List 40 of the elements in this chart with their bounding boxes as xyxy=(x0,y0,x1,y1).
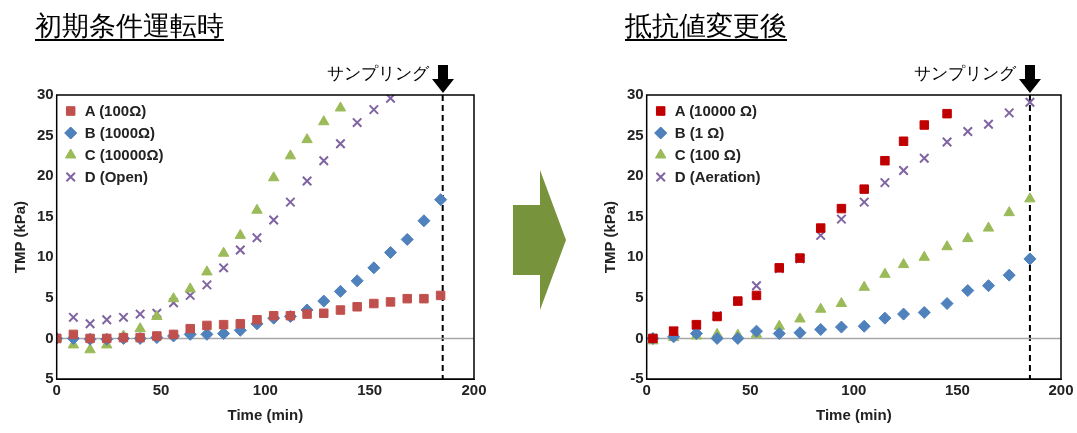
y-tick-label: 30 xyxy=(627,85,644,103)
y-tick-label: 0 xyxy=(45,328,54,346)
y-tick-label: 30 xyxy=(37,85,54,103)
x-tick-label: 150 xyxy=(357,381,383,399)
legend-label: B (1 Ω) xyxy=(674,124,725,142)
legend-label: D (Aeration) xyxy=(674,168,761,186)
x-tick-label: 200 xyxy=(461,381,487,399)
ref-line-label: サンプリング xyxy=(326,62,430,83)
y-tick-label: 5 xyxy=(45,288,54,305)
y-tick-label: 20 xyxy=(627,166,644,184)
y-tick-label: 5 xyxy=(635,288,644,305)
y-tick-label: 25 xyxy=(627,125,644,143)
legend-label: A (10000 Ω) xyxy=(674,102,758,120)
ref-line-label: サンプリング xyxy=(913,62,1017,83)
legend-label: B (1000Ω) xyxy=(84,124,156,142)
x-tick-label: 100 xyxy=(252,381,278,399)
chart-title: 抵抗値変更後 xyxy=(625,9,787,43)
x-axis-title: Time (min) xyxy=(227,406,304,424)
y-axis-title: TMP (kPa) xyxy=(11,200,29,274)
x-tick-label: 100 xyxy=(841,381,867,399)
legend-label: A (100Ω) xyxy=(84,102,147,120)
y-tick-label: 5 xyxy=(45,369,54,387)
x-axis-title: Time (min) xyxy=(816,406,892,424)
x-tick-label: 200 xyxy=(1048,381,1074,399)
y-tick-label: 15 xyxy=(627,206,644,224)
chart-title: 初期条件運転時 xyxy=(35,9,224,43)
x-tick-label: 50 xyxy=(741,381,759,399)
legend-label: D (Open) xyxy=(84,168,149,186)
y-tick-label: 10 xyxy=(37,247,54,265)
legend-label: C (100 Ω) xyxy=(674,146,741,164)
y-tick-label: 10 xyxy=(627,247,644,265)
y-tick-label: -5 xyxy=(630,369,644,387)
x-tick-label: 150 xyxy=(944,381,970,399)
y-axis-title: TMP (kPa) xyxy=(601,200,619,274)
y-tick-label: 0 xyxy=(635,328,644,346)
legend-label: C (10000Ω) xyxy=(84,146,164,164)
x-tick-label: 50 xyxy=(152,381,170,399)
y-tick-label: 20 xyxy=(37,166,54,184)
y-tick-label: 15 xyxy=(37,206,54,224)
y-tick-label: 25 xyxy=(37,125,54,143)
